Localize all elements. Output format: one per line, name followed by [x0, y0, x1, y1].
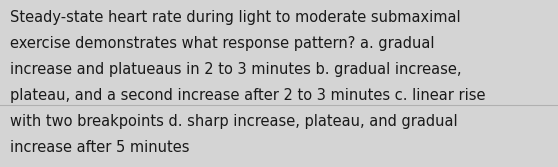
Text: increase after 5 minutes: increase after 5 minutes [10, 140, 190, 155]
Text: with two breakpoints d. sharp increase, plateau, and gradual: with two breakpoints d. sharp increase, … [10, 114, 458, 129]
Text: Steady-state heart rate during light to moderate submaximal: Steady-state heart rate during light to … [10, 10, 460, 25]
Text: exercise demonstrates what response pattern? a. gradual: exercise demonstrates what response patt… [10, 36, 435, 51]
Text: plateau, and a second increase after 2 to 3 minutes c. linear rise: plateau, and a second increase after 2 t… [10, 88, 485, 103]
Text: increase and platueaus in 2 to 3 minutes b. gradual increase,: increase and platueaus in 2 to 3 minutes… [10, 62, 461, 77]
